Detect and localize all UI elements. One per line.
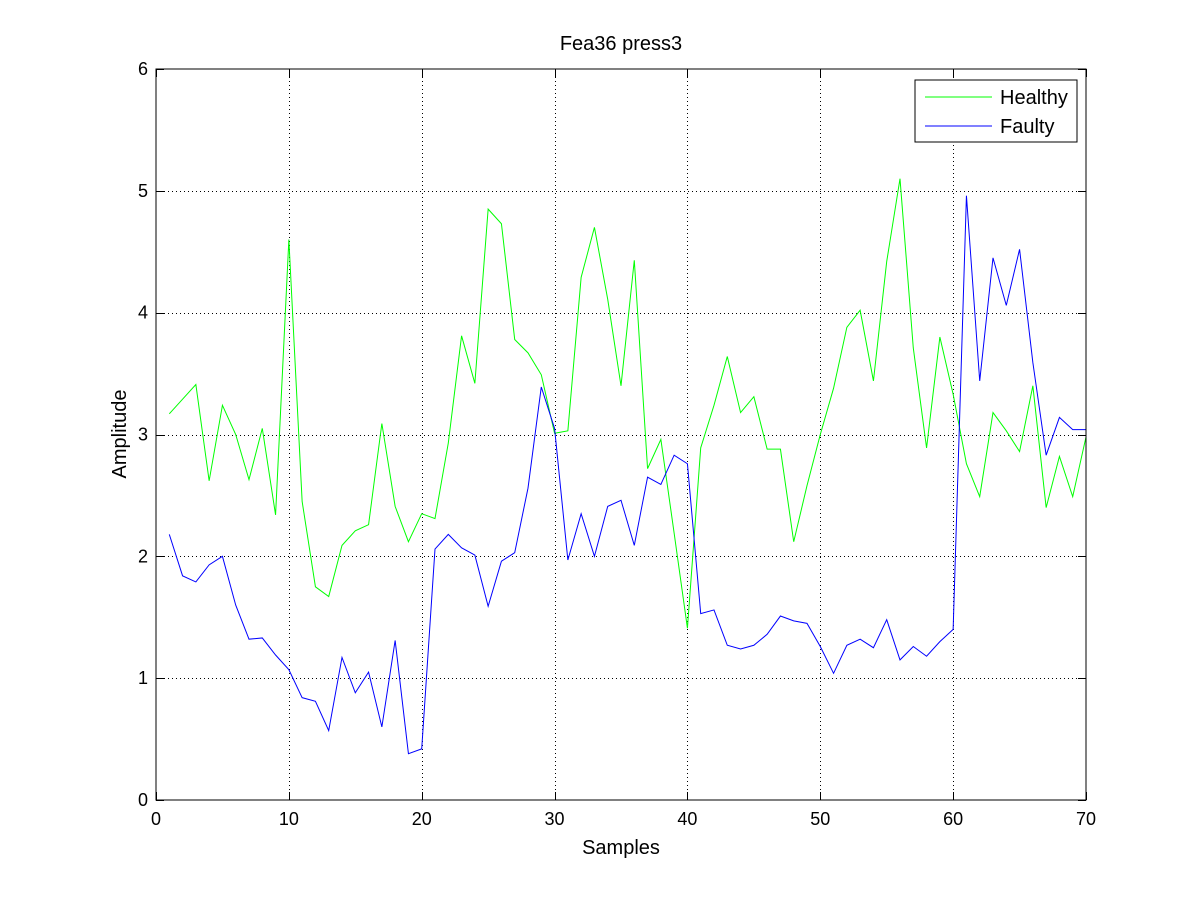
x-tick-label: 0 (151, 809, 161, 829)
x-tick-label: 30 (545, 809, 565, 829)
plot-area (156, 69, 1086, 800)
x-tick-label: 40 (677, 809, 697, 829)
legend-label-faulty: Faulty (1000, 116, 1054, 138)
x-tick-label: 70 (1076, 809, 1096, 829)
y-axis-label: Amplitude (109, 390, 131, 479)
series-line-healthy (168, 178, 1087, 629)
chart-title: Fea36 press3 (560, 33, 682, 55)
legend-label-healthy: Healthy (1000, 87, 1068, 109)
x-tick-label: 20 (412, 809, 432, 829)
series-line-faulty (168, 195, 1086, 755)
plot-frame (155, 68, 1087, 801)
y-tick-label: 3 (138, 425, 148, 445)
grid (156, 69, 1086, 800)
series-layer (168, 178, 1087, 755)
x-tick-label: 60 (943, 809, 963, 829)
x-tick-label: 10 (279, 809, 299, 829)
y-tick-label: 5 (138, 181, 148, 201)
y-tick-label: 4 (138, 303, 148, 323)
legend: Healthy Faulty (914, 79, 1078, 143)
legend-box (914, 79, 1078, 143)
y-tick-label: 2 (138, 546, 148, 566)
x-axis-label: Samples (582, 837, 660, 859)
x-tick-label: 50 (810, 809, 830, 829)
y-tick-label: 0 (138, 790, 148, 810)
ticks: 0 10 20 30 40 50 60 70 0 1 2 3 4 5 6 (138, 59, 1096, 829)
y-tick-label: 6 (138, 59, 148, 79)
y-tick-label: 1 (138, 668, 148, 688)
